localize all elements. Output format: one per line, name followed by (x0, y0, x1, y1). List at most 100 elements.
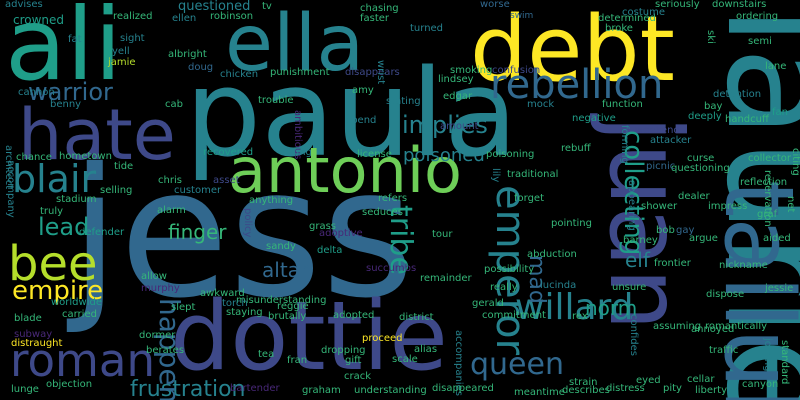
word-objection: objection (46, 380, 92, 390)
word-succumbs: succumbs (366, 264, 416, 274)
word-aided: aided (763, 234, 791, 244)
word-license: license (357, 150, 392, 160)
word-gift: gift (345, 356, 361, 366)
word-stadium: stadium (56, 195, 96, 205)
word-forming: forming (619, 125, 629, 164)
word-understanding: understanding (354, 386, 427, 396)
word-adopted: adopted (333, 311, 374, 321)
word-cellar: cellar (687, 375, 714, 385)
word-confusion: confusion (492, 66, 540, 76)
word-distress: distress (606, 384, 645, 394)
word-recovered: recovered (203, 148, 253, 158)
word-tv: tv (262, 2, 272, 12)
word-standard: standard (779, 340, 789, 384)
word-seriously: seriously (655, 0, 700, 10)
word-forget: forget (514, 194, 544, 204)
word-broke: broke (605, 24, 633, 34)
word-lily: lily (490, 168, 500, 182)
word-jamie: jamie (108, 58, 136, 68)
word-mock: mock (527, 100, 554, 110)
word-advises: advises (5, 0, 43, 10)
word-tea: tea (258, 350, 274, 360)
word-policy: policy (242, 208, 252, 237)
word-traffic: traffic (709, 346, 738, 356)
word-sandy: sandy (266, 242, 296, 252)
word-dealer: dealer (678, 192, 710, 202)
word-queen: queen (470, 350, 564, 380)
word-spend: spend (346, 116, 376, 126)
word-doug: doug (188, 63, 213, 73)
word-ski: ski (705, 30, 715, 44)
word-district: district (399, 313, 434, 323)
word-describes: describes (562, 386, 610, 396)
word-poisoning: poisoning (486, 150, 534, 160)
word-net: net (785, 196, 795, 212)
word-fran: fran (287, 356, 307, 366)
word-swim: swim (510, 12, 533, 21)
word-pity: pity (663, 384, 682, 394)
word-brutally: brutally (268, 312, 306, 322)
word-truly: truly (40, 207, 63, 217)
word-graham: graham (302, 386, 341, 396)
word-reservation: reservation (762, 170, 772, 227)
word-worse: worse (480, 0, 510, 10)
word-frontier: frontier (654, 259, 691, 269)
word-confides: confides (628, 314, 638, 356)
word-refers: refers (378, 194, 407, 204)
word-allow: allow (141, 272, 167, 282)
word-unsure: unsure (612, 283, 646, 293)
word-anything: anything (249, 196, 293, 206)
word-yell: yell (112, 47, 130, 57)
word-worldwide: worldwide (51, 298, 102, 308)
word-barney: barney (623, 236, 658, 246)
word-edgar: edgar (443, 92, 472, 102)
word-questioning: questioning (671, 164, 730, 174)
word-disappeared: disappeared (432, 384, 494, 394)
word-rebuff: rebuff (561, 144, 591, 154)
word-remainder: remainder (420, 274, 472, 284)
word-chicken: chicken (220, 70, 258, 80)
word-finger: finger (168, 222, 227, 242)
word-blade: blade (14, 314, 42, 324)
word-accompany: accompany (5, 160, 15, 218)
word-scale: scale (392, 355, 418, 365)
word-really: really (490, 283, 518, 293)
word-lane: lane (765, 62, 786, 72)
word-trouble: trouble (258, 96, 294, 106)
word-amount: amount (440, 122, 479, 132)
word-adoptive: adoptive (319, 229, 363, 239)
word-punishment: punishment (270, 68, 330, 78)
word-rex: rex (572, 312, 588, 322)
word-downstairs: downstairs (712, 0, 766, 10)
word-dormer: dormer (139, 331, 175, 341)
word-faster: faster (360, 14, 389, 24)
word-poisoned: poisoned (403, 147, 485, 165)
word-customer: customer (174, 186, 221, 196)
word-fat: fat (68, 35, 82, 45)
word-fan: fan (772, 108, 788, 118)
word-selling: selling (100, 186, 132, 196)
word-defender: defender (79, 228, 124, 238)
word-wrist: wrist (375, 60, 385, 84)
word-handcuff: handcuff (725, 115, 769, 125)
word-chance: chance (16, 153, 52, 163)
word-commitment: commitment (482, 311, 546, 321)
word-shower: shower (641, 202, 677, 212)
word-bob: bob (656, 226, 675, 236)
word-annoyed: annoyed (691, 325, 734, 335)
word-gerald: gerald (472, 299, 504, 309)
word-appearing: appearing (626, 180, 636, 231)
word-negative: negative (572, 114, 616, 124)
word-lunge: lunge (11, 385, 39, 395)
word-cannon: cannon (18, 88, 55, 98)
word-possibility: possibility (484, 265, 534, 275)
word-liberty: liberty (695, 386, 727, 396)
word-carried: carried (62, 310, 97, 320)
word-joining: joining (762, 338, 772, 371)
word-distraught: distraught (11, 339, 62, 349)
word-slept: slept (171, 303, 195, 313)
word-cab: cab (165, 100, 183, 110)
word-traditional: traditional (507, 170, 558, 180)
word-impress: impress (708, 202, 747, 212)
